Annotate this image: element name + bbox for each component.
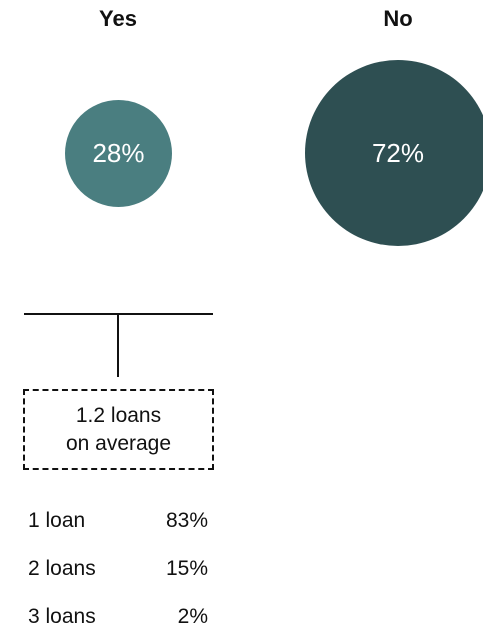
distribution-row: 2 loans 15%	[28, 557, 208, 587]
category-heading-yes: Yes	[99, 6, 137, 31]
distribution-value: 15%	[165, 557, 208, 580]
distribution-label: 2 loans	[28, 557, 96, 580]
distribution-row: 3 loans 2%	[28, 605, 208, 635]
distribution-label: 1 loan	[28, 509, 86, 532]
average-loans-box: 1.2 loans on average	[23, 389, 214, 470]
distribution-value: 2%	[177, 605, 208, 628]
bubble-yes-label: 28%	[92, 138, 145, 168]
average-line-1: 1.2 loans	[75, 403, 162, 427]
distribution-label: 3 loans	[28, 605, 96, 628]
average-line-2: on average	[65, 431, 172, 455]
category-heading-no: No	[383, 6, 413, 31]
bubble-no-label: 72%	[371, 137, 425, 168]
bubble-no: 72%	[305, 60, 483, 246]
bracket-vertical-line	[117, 314, 119, 377]
distribution-value: 83%	[165, 509, 208, 532]
bubble-yes: 28%	[65, 100, 172, 207]
distribution-row: 1 loan 83%	[28, 509, 208, 539]
